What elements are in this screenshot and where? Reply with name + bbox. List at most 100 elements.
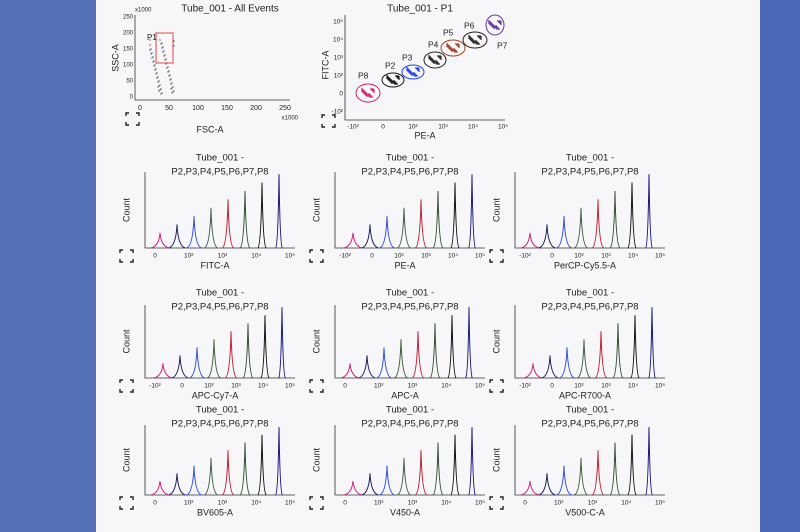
histogram-peak (394, 339, 408, 379)
x-axis-label: BV605-A (197, 507, 233, 517)
event-dot (160, 93, 162, 95)
histogram-peak (594, 331, 608, 379)
x-tick-label: -10² (339, 253, 351, 260)
event-dot (170, 83, 172, 85)
event-dot (496, 28, 498, 30)
hist-title: Tube_001 - (196, 405, 244, 416)
event-dot (391, 82, 393, 84)
resize-icon (321, 114, 336, 128)
y-axis-label: SSC-A (110, 44, 120, 72)
histogram-peak (411, 331, 425, 379)
resize-icon (489, 496, 504, 510)
histogram-peak (186, 216, 202, 249)
y-axis-label: Count (491, 329, 501, 354)
gate (355, 83, 381, 103)
event-dot (498, 28, 500, 30)
axes (334, 425, 485, 496)
x-tick-label: 10² (408, 124, 418, 131)
x-axis-label: APC-Cy7-A (192, 390, 239, 400)
axes (334, 305, 485, 379)
event-dot (149, 49, 151, 51)
hist-subtitle: P2,P3,P4,P5,P6,P7,P8 (361, 302, 458, 313)
x-tick-label: 10³ (408, 383, 418, 390)
hist-title: Tube_001 - (566, 288, 614, 299)
event-dot (149, 39, 151, 41)
plots: Tube_001 - All Events x1000 x1000 0 50 100 150… (110, 4, 665, 518)
y-axis-label: Count (311, 448, 321, 473)
event-dot (157, 86, 159, 88)
y-axis-label: Count (491, 448, 501, 473)
x-tick-label: 10² (394, 253, 404, 260)
x-tick-label: 10³ (588, 500, 598, 507)
event-dot (167, 66, 169, 68)
x-tick-label: 10⁴ (468, 124, 478, 131)
histogram-peak (538, 473, 556, 496)
hist-subtitle: P2,P3,P4,P5,P6,P7,P8 (171, 167, 268, 178)
gate (155, 32, 174, 64)
y-axis-label: Count (121, 329, 131, 354)
histogram-peak (239, 442, 251, 496)
event-dot (163, 55, 165, 57)
histogram-peak (343, 480, 363, 496)
histogram-peak (447, 315, 457, 379)
event-dot (150, 53, 152, 55)
event-dot (153, 60, 155, 62)
hist-subtitle: P2,P3,P4,P5,P6,P7,P8 (361, 419, 458, 430)
x-tick-label: 10⁴ (251, 253, 261, 260)
event-dot (157, 76, 159, 78)
event-dot (433, 62, 435, 64)
axes (144, 172, 295, 249)
histogram-peak (450, 182, 460, 249)
x-tick-label: 0 (381, 124, 385, 131)
histogram-peak (361, 224, 379, 249)
histogram-peak (627, 434, 637, 496)
x-axis-label: FITC-A (201, 260, 230, 270)
event-dot (155, 68, 157, 70)
gate-label: P5 (443, 27, 454, 37)
x-tick-label: 10⁵ (475, 500, 485, 507)
x-tick-label: 10² (184, 253, 194, 260)
event-dot (149, 44, 151, 46)
y-tick-label: 10⁴ (333, 37, 343, 44)
x-tick-label: 10² (374, 500, 384, 507)
histogram-peak (343, 232, 363, 249)
histogram-peak (556, 465, 572, 496)
x-tick-label: 250 (279, 105, 291, 112)
event-dot (155, 73, 157, 75)
event-dot (166, 67, 168, 69)
axes (334, 172, 485, 249)
y-axis-label: Count (311, 329, 321, 354)
event-dot (418, 70, 420, 72)
workspace (96, 0, 760, 532)
y-tick-label: 100 (123, 63, 134, 69)
gate-label: P8 (358, 70, 369, 80)
x-tick-label: 10⁴ (621, 500, 631, 507)
event-dot (162, 51, 164, 53)
event-dot (500, 23, 502, 25)
x-tick-label: 10⁵ (475, 253, 485, 260)
histogram-peak (207, 339, 221, 379)
x-tick-label: 10⁵ (285, 253, 295, 260)
y-tick-label: 10⁵ (333, 19, 343, 26)
axes (514, 425, 665, 496)
x-tick-label: 150 (221, 105, 233, 112)
event-dot (438, 63, 440, 65)
event-dot (436, 63, 438, 65)
event-dot (173, 90, 175, 92)
histogram-peak (153, 363, 173, 379)
event-dot (152, 56, 154, 58)
event-dot (163, 50, 165, 52)
event-dot (171, 92, 173, 94)
y-tick-label: -10² (331, 109, 343, 116)
x-tick-label: 10³ (231, 383, 241, 390)
y-tick-label: 50 (126, 79, 133, 85)
event-dot (154, 69, 156, 71)
event-dot (162, 46, 164, 48)
event-dot (151, 52, 153, 54)
gate-label: P2 (385, 60, 396, 70)
histogram-peak (591, 199, 605, 249)
x-tick-label: 0 (523, 500, 527, 507)
event-dot (171, 87, 173, 89)
histogram-peak (414, 450, 428, 496)
axes (144, 305, 295, 379)
